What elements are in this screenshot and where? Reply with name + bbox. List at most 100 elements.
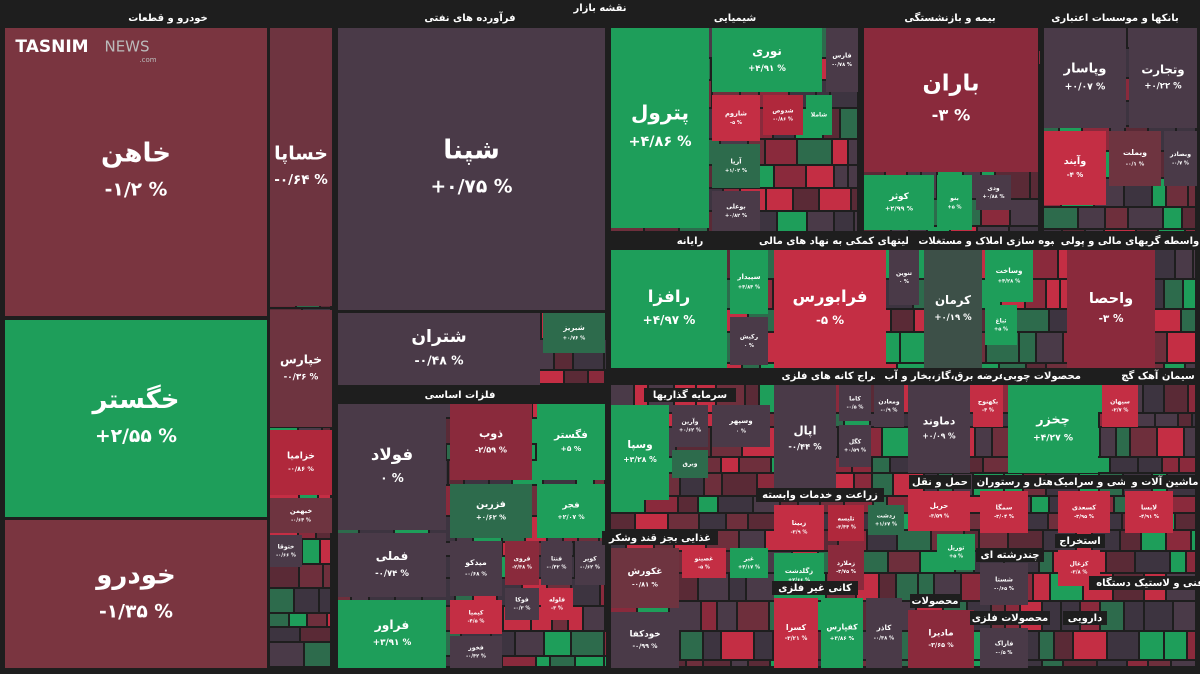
stock-name: کرمان [935, 293, 971, 308]
stock-tile [1129, 28, 1197, 128]
filler-tile [1027, 364, 1045, 368]
filler-tile [704, 661, 730, 666]
stock-tile [1008, 385, 1098, 473]
stock-name: توریل [947, 544, 964, 551]
filler-tile [1176, 514, 1195, 529]
stock-name: بکهنوج [978, 398, 998, 405]
stock-name: کیمیا [469, 609, 484, 616]
sector-label: حمل و نقل [912, 477, 968, 488]
stock-change: -۲/۵۹ % [475, 444, 507, 454]
filler-tile [1183, 208, 1195, 228]
filler-tile [1044, 208, 1077, 228]
stock-tile [774, 385, 836, 493]
stock-change: -۴ % [1067, 171, 1084, 179]
stock-name: ومعادن [878, 398, 900, 405]
filler-tile [295, 589, 318, 612]
stock-name: شپنا [443, 135, 500, 165]
stock-tile [1164, 131, 1197, 186]
filler-tile [1125, 602, 1143, 630]
filler-tile [1121, 531, 1140, 550]
stock-tile [338, 28, 605, 310]
filler-tile [1129, 208, 1162, 228]
stock-name: خبهمن [290, 507, 313, 515]
stock-tile [611, 612, 679, 668]
stock-name: چخزر [1035, 412, 1070, 427]
stock-name: خگستر [90, 384, 179, 415]
sector-label-bg [1002, 369, 1082, 383]
stock-name: زدشت [877, 512, 896, 519]
stock-change: -۳/۷۵ % [836, 569, 856, 575]
stock-name: کسرا [786, 623, 807, 632]
stock-tile [980, 491, 1028, 533]
filler-tile [1136, 552, 1169, 572]
stock-tile [730, 548, 768, 578]
sector-label: بیمه و بازنشستگی [904, 11, 995, 24]
stock-change: +۳/۲۸ % [623, 455, 657, 464]
filler-tile [1168, 333, 1195, 362]
filler-tile [270, 614, 288, 626]
stock-tile [763, 95, 803, 135]
stock-name: فخوز [467, 644, 484, 651]
filler-tile [883, 428, 910, 456]
filler-tile [1142, 531, 1165, 550]
stock-change: -۳ % [1099, 313, 1124, 325]
sector-label-bg [908, 234, 1072, 248]
filler-tile [700, 514, 725, 529]
stock-name: واحصا [1089, 290, 1133, 307]
sector-label: غذایی بجز قند وشکر [608, 533, 711, 544]
filler-tile [1011, 200, 1038, 225]
filler-tile [679, 497, 697, 512]
stock-name: وآیند [1064, 154, 1086, 167]
stock-name: فگستر [553, 428, 588, 441]
stock-change: ۰ % [744, 343, 754, 349]
stock-change: +۰/۱۹ % [934, 313, 972, 323]
filler-tile [722, 632, 753, 659]
filler-tile [1184, 280, 1195, 308]
stock-change: -۰/۹۹ % [632, 643, 658, 650]
sector-label: زراعت و خدمات وابسته [762, 490, 878, 501]
filler-tile [1182, 310, 1195, 331]
stock-change: +۱/۶۷ % [875, 522, 897, 528]
stock-tile [505, 588, 539, 620]
sector-label: رایانه [677, 236, 704, 247]
filler-tile [1111, 458, 1137, 472]
filler-tile [605, 340, 606, 369]
stock-name: وپاسار [1063, 61, 1107, 76]
sector-label: محصولات چوبی [1003, 371, 1081, 382]
stock-change: -۳/۹ % [791, 530, 808, 536]
filler-tile [868, 531, 896, 550]
stock-tile [338, 404, 446, 530]
filler-tile [1101, 428, 1115, 456]
filler-tile [1139, 458, 1161, 472]
stock-change: +۵ % [948, 204, 962, 210]
filler-tile [892, 661, 922, 666]
filler-tile [778, 212, 806, 231]
filler-tile [636, 514, 667, 529]
stock-name: کگل [849, 437, 862, 445]
filler-tile [833, 140, 847, 164]
stock-name: خساپا [274, 143, 328, 164]
stock-change: -۳/۰۴ % [994, 514, 1014, 520]
stock-name: سیهان [1110, 398, 1130, 405]
filler-tile [727, 514, 747, 529]
filler-tile [1106, 208, 1127, 228]
stock-tile [730, 250, 768, 314]
stock-name: شاروم [725, 109, 747, 117]
stock-change: -۰/۶۸ % [465, 571, 487, 577]
stock-name: خودرو [94, 560, 176, 590]
sector-label: شیمیایی [714, 13, 756, 24]
stock-change: -۳/۶۵ % [928, 642, 954, 649]
filler-tile [704, 632, 720, 659]
stock-change: -۰/۷۴ % [375, 569, 409, 579]
filler-tile [270, 643, 303, 666]
stock-change: ۰ % [736, 428, 746, 434]
sector-label: استخراج کانه های فلزی [781, 371, 898, 382]
stock-change: +۴/۸۴ % [738, 284, 760, 290]
filler-tile [611, 497, 644, 512]
stock-change: -۱/۳۵ % [99, 602, 173, 623]
filler-tile [966, 661, 988, 666]
stock-tile [5, 520, 267, 668]
stock-change: ۰ % [899, 279, 909, 285]
sector-label: محصولات فلزی [972, 613, 1049, 624]
stock-tile [1058, 491, 1110, 533]
